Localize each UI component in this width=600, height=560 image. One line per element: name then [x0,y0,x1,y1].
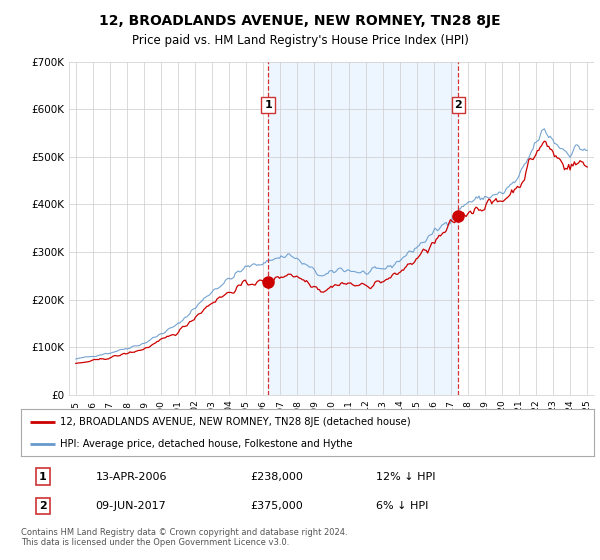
Text: 12, BROADLANDS AVENUE, NEW ROMNEY, TN28 8JE (detached house): 12, BROADLANDS AVENUE, NEW ROMNEY, TN28 … [60,417,410,427]
Text: Price paid vs. HM Land Registry's House Price Index (HPI): Price paid vs. HM Land Registry's House … [131,34,469,46]
Bar [268,62,458,395]
Text: 12, BROADLANDS AVENUE, NEW ROMNEY, TN28 8JE: 12, BROADLANDS AVENUE, NEW ROMNEY, TN28 … [99,14,501,28]
Text: £375,000: £375,000 [250,501,303,511]
Text: 13-APR-2006: 13-APR-2006 [95,472,167,482]
Text: 2: 2 [39,501,47,511]
Text: 09-JUN-2017: 09-JUN-2017 [95,501,166,511]
Text: Contains HM Land Registry data © Crown copyright and database right 2024.
This d: Contains HM Land Registry data © Crown c… [21,528,347,547]
Text: 6% ↓ HPI: 6% ↓ HPI [376,501,428,511]
Text: 12% ↓ HPI: 12% ↓ HPI [376,472,436,482]
Text: HPI: Average price, detached house, Folkestone and Hythe: HPI: Average price, detached house, Folk… [60,438,353,449]
Text: £238,000: £238,000 [250,472,303,482]
Text: 2: 2 [454,100,462,110]
Text: 1: 1 [39,472,47,482]
Text: 1: 1 [264,100,272,110]
